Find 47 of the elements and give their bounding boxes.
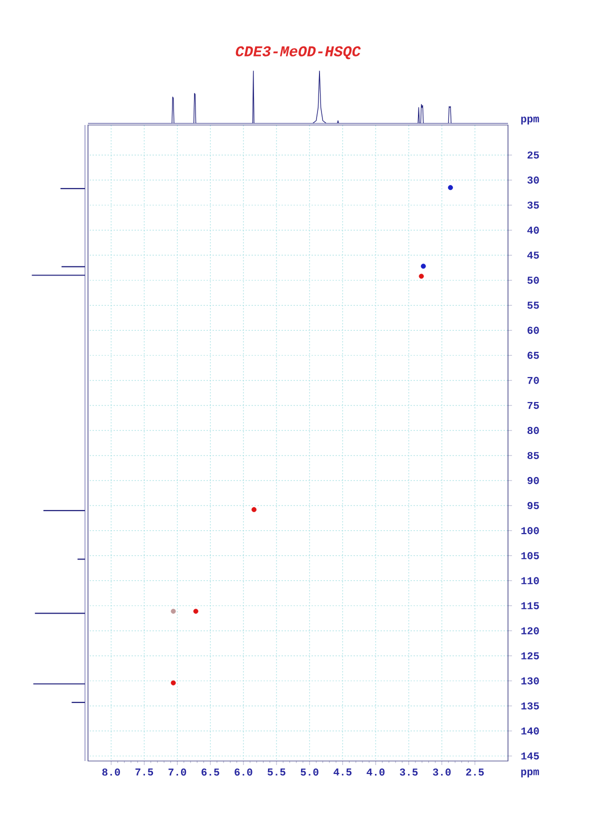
y-tick-label: 70: [528, 376, 539, 384]
y-tick-label: 115: [521, 602, 539, 610]
y-tick-label: 110: [521, 577, 539, 584]
x-tick-label: 8.0: [102, 768, 120, 776]
y-tick-label: 75: [528, 402, 539, 409]
y-tick-label: 40: [527, 226, 539, 234]
chart-title: CDE3-MeOD-HSQC: [236, 46, 361, 60]
y-tick-label: 35: [527, 202, 539, 209]
x-tick-label: 6.0: [234, 768, 252, 776]
point: [420, 264, 426, 269]
y-tick-label: 25: [528, 151, 539, 159]
y-tick-label: 120: [521, 627, 539, 634]
x-tick-label: 5.0: [300, 768, 318, 776]
x-tick-label: 7.0: [168, 768, 186, 776]
point: [252, 507, 257, 512]
point: [170, 608, 176, 614]
y-tick-label: 100: [521, 527, 539, 534]
y-tick-label: 30: [527, 176, 539, 184]
y-tick-label: 95: [528, 502, 539, 510]
y-tick-label: 105: [521, 552, 539, 560]
y-tick-label: 60: [528, 326, 539, 334]
point: [193, 608, 198, 614]
point: [448, 185, 453, 190]
y-tick-label: 85: [527, 452, 539, 460]
point: [418, 274, 424, 279]
x-tick-label: 7.5: [135, 768, 154, 776]
y-tick-label: 80: [527, 426, 539, 434]
point: [170, 680, 176, 686]
x-axis-title: ppm: [521, 770, 539, 778]
y-tick-label: 65: [528, 352, 539, 359]
x-tick-label: 4.5: [334, 768, 352, 776]
x-tick-label: 3.0: [432, 768, 451, 776]
y-tick-label: 55: [527, 302, 539, 309]
x-tick-label: 5.5: [268, 768, 286, 776]
x-tick-label: 4.0: [366, 768, 385, 776]
y-axis-title: ppm: [521, 116, 539, 124]
y-tick-label: 90: [528, 477, 539, 484]
y-tick-label: 140: [521, 727, 539, 735]
y-tick-label: 125: [521, 652, 539, 660]
y-tick-label: 130: [521, 677, 539, 684]
x-tick-label: 3.5: [400, 768, 418, 776]
y-tick-label: 135: [521, 702, 539, 710]
y-tick-label: 50: [527, 276, 539, 284]
y-tick-label: 45: [527, 252, 539, 259]
x-tick-label: 6.5: [202, 768, 220, 776]
y-tick-label: 145: [521, 752, 539, 760]
x-tick-label: 2.5: [466, 768, 484, 776]
